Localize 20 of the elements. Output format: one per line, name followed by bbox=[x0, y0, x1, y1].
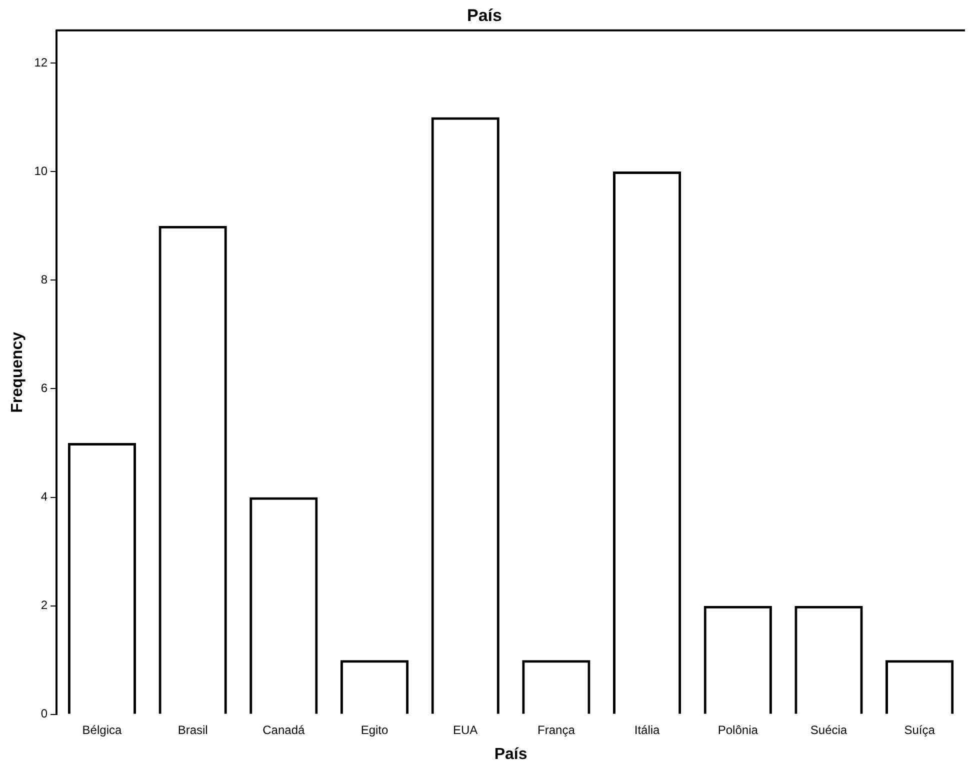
x-tick-label: Bélgica bbox=[82, 722, 122, 737]
x-tick-label: Polônia bbox=[718, 722, 758, 737]
x-tick-label: Canadá bbox=[262, 722, 305, 737]
x-tick-label: França bbox=[538, 722, 576, 737]
y-tick-label: 6 bbox=[40, 381, 48, 395]
y-tick-label: 10 bbox=[34, 164, 48, 178]
x-axis-title: País bbox=[494, 746, 528, 763]
x-tick-label: EUA bbox=[453, 722, 478, 737]
y-tick-label: 4 bbox=[40, 490, 48, 504]
y-tick-label: 0 bbox=[40, 706, 48, 721]
y-tick-label: 8 bbox=[40, 272, 48, 286]
y-tick-label: 12 bbox=[34, 55, 48, 70]
x-tick-label: Brasil bbox=[178, 722, 208, 737]
x-tick-label: Egito bbox=[360, 722, 389, 737]
x-tick-label: Suécia bbox=[810, 722, 848, 737]
y-tick-label: 2 bbox=[40, 598, 48, 612]
chart-title: País bbox=[467, 6, 502, 25]
y-axis-title: Frequency bbox=[9, 332, 26, 413]
x-tick-label: Itália bbox=[634, 722, 660, 737]
x-tick-label: Suíça bbox=[904, 722, 936, 737]
